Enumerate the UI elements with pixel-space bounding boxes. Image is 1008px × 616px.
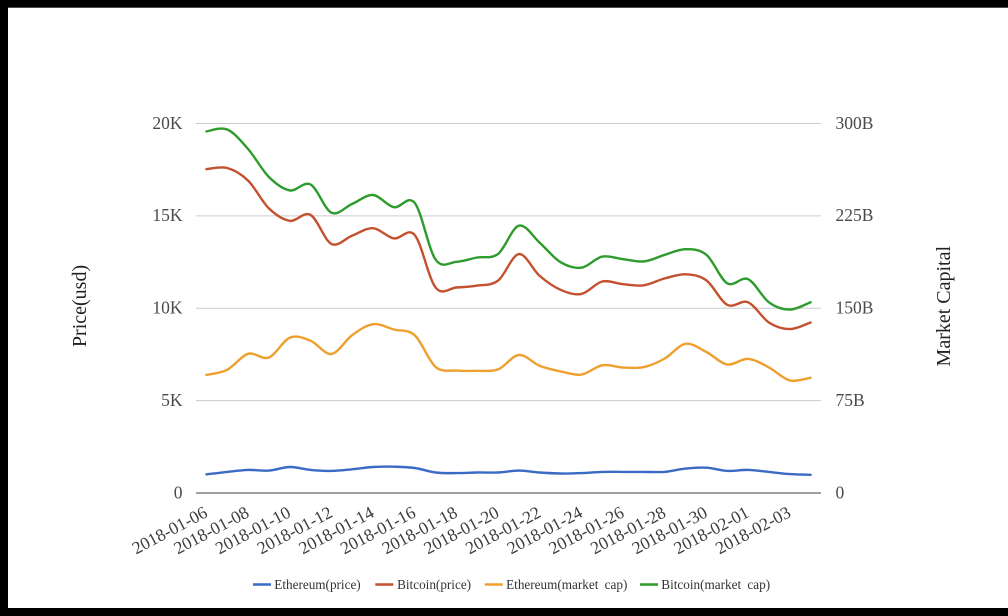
svg-text:300B: 300B: [836, 113, 874, 133]
svg-text:15K: 15K: [152, 205, 183, 225]
svg-text:Price(usd): Price(usd): [69, 265, 91, 347]
svg-text:Market Capital: Market Capital: [933, 246, 955, 367]
svg-text:150B: 150B: [836, 298, 874, 318]
svg-text:75B: 75B: [836, 390, 865, 410]
svg-text:Bitcoin(price): Bitcoin(price): [397, 577, 471, 592]
svg-text:10K: 10K: [152, 298, 183, 318]
svg-text:225B: 225B: [836, 205, 874, 225]
svg-text:20K: 20K: [152, 113, 183, 133]
svg-text:0: 0: [836, 482, 845, 502]
svg-text:Ethereum(price): Ethereum(price): [274, 577, 360, 592]
svg-text:0: 0: [174, 482, 183, 502]
svg-text:5K: 5K: [161, 390, 183, 410]
svg-text:Bitcoin(market cap): Bitcoin(market cap): [661, 577, 770, 592]
svg-text:Ethereum(market cap): Ethereum(market cap): [506, 577, 627, 592]
